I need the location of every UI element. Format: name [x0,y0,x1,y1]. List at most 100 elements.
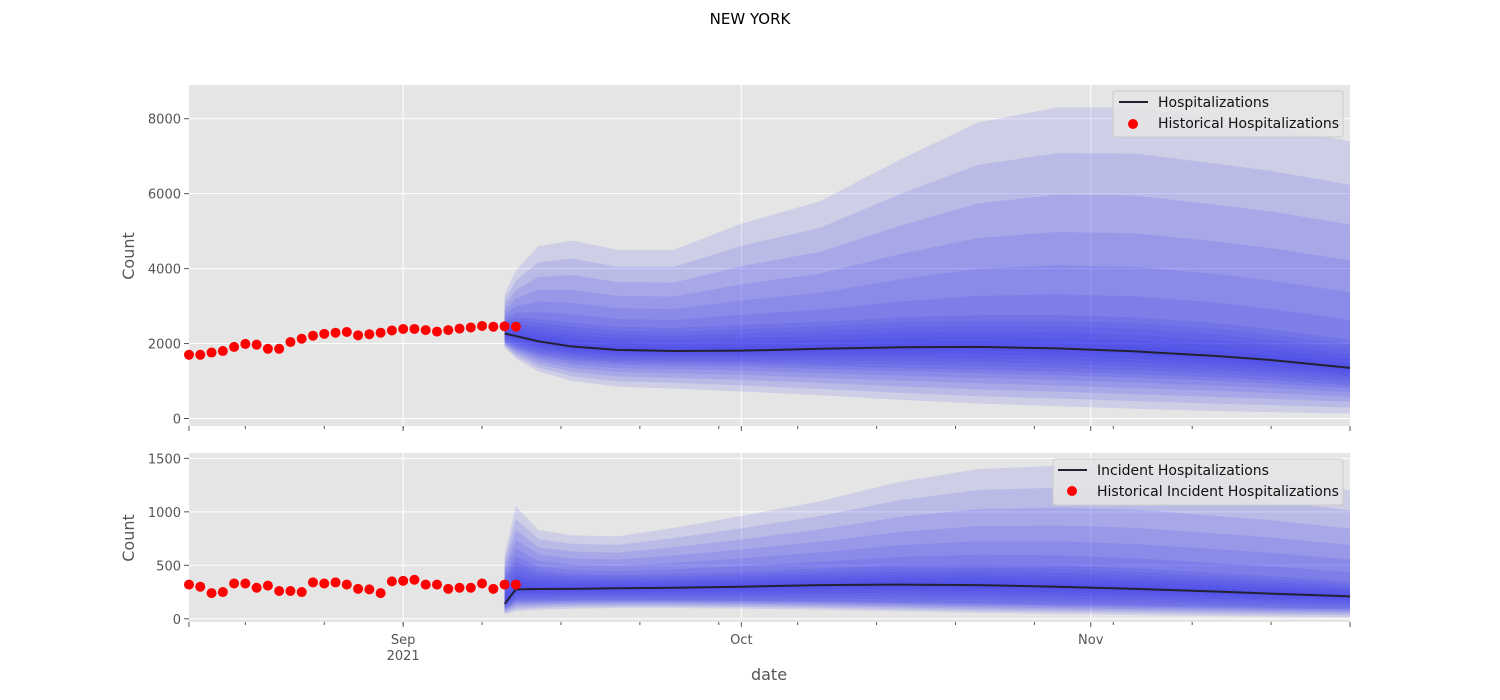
bottom-historical-point [510,579,521,590]
bottom-legend-box [1052,458,1344,506]
bottom-median-line [503,583,1350,605]
bottom-historical-point [184,579,194,590]
top-uncertainty-bands [504,107,1350,414]
x-tick-sublabel: 2021 [387,649,420,664]
top-band-inner [504,329,1350,374]
bottom-historical-point [398,575,409,586]
bottom-ytick-label: 1000 [148,506,181,521]
bottom-x-ticks [188,622,1351,627]
bottom-band-inner [504,571,1350,607]
top-historical-point [499,321,510,332]
top-historical-point [240,338,251,349]
bottom-historical-point [420,579,431,590]
x-axis-label: date [751,665,787,684]
top-ytick-label: 2000 [148,338,181,353]
bottom-band-inner [504,578,1350,606]
top-legend-historical: Historical Hospitalizations [1158,116,1339,132]
top-historical-point [477,320,488,331]
top-historical-point [307,330,318,341]
bottom-historical-point [319,578,330,589]
figure-title: NEW YORK [709,10,791,28]
top-legend-box [1112,90,1344,138]
bottom-historical-point [330,577,341,588]
top-band-outer [504,153,1350,408]
top-band-inner [504,323,1350,380]
bottom-band-outer [504,541,1350,611]
bottom-ytick-label: 500 [156,559,181,574]
top-gridlines [189,85,1350,426]
top-historical-point [184,349,194,360]
top-plot-background [189,85,1350,426]
top-band-inner [504,320,1350,383]
top-ytick-label: 0 [173,413,181,428]
top-historical-point [398,323,409,334]
bottom-historical-point [229,578,240,589]
bottom-historical-point [251,582,262,593]
bottom-historical-point [465,582,476,593]
bottom-historical-point [488,583,499,594]
x-tick-label: Nov [1078,633,1104,648]
bottom-historical-point [499,579,510,590]
top-historical-point [285,337,296,348]
bottom-y-axis-label: Count [119,514,138,562]
bottom-historical-point [431,579,442,590]
top-median-line [504,332,1350,369]
top-ytick-label: 4000 [148,263,181,278]
bottom-band-inner [504,574,1350,606]
bottom-historical-points [184,574,521,599]
top-historical-point [375,327,386,338]
x-tick-label: Sep [391,633,416,648]
top-historical-point [195,349,206,360]
bottom-ytick-label: 1500 [148,452,181,467]
top-historical-points [184,320,521,360]
top-panel: 0 2000 4000 6000 8000 Count Hospitalizations… [119,85,1351,431]
top-legend-hospitalizations: Hospitalizations [1158,95,1269,111]
top-historical-point [443,325,454,336]
bottom-historical-point [375,588,386,599]
bottom-band-outer [504,525,1350,613]
bottom-panel: 0 500 1000 1500 Count Incident Hospitalizat… [119,452,1351,628]
bottom-historical-point [353,583,364,594]
top-historical-point [229,341,240,352]
bottom-legend: Incident Hospitalizations Historical Inc… [1052,458,1344,506]
top-historical-point [488,321,499,332]
top-historical-point [431,326,442,337]
top-historical-point [386,325,397,336]
top-band-inner [504,326,1350,377]
bottom-legend-historical: Historical Incident Hospitalizations [1097,484,1339,500]
bottom-historical-point [206,588,217,599]
top-legend-dot-swatch [1128,119,1138,129]
bottom-ytick-label: 0 [173,613,181,628]
top-historical-point [353,330,364,341]
bottom-historical-point [285,585,296,596]
top-historical-point [409,323,420,334]
top-historical-point [206,347,217,358]
bottom-historical-point [386,576,397,587]
bottom-historical-point [262,580,273,591]
bottom-historical-point [240,578,251,589]
top-historical-point [465,322,476,333]
top-historical-point [296,333,307,344]
top-x-ticks [188,426,1351,431]
top-band-outer [504,294,1350,389]
bottom-band-outer [504,554,1350,610]
top-band-outer [504,265,1350,393]
top-historical-point [364,329,375,340]
bottom-legend-dot-swatch [1067,486,1077,496]
bottom-historical-point [364,584,375,595]
bottom-band-inner [504,566,1350,608]
bottom-historical-point [307,577,318,588]
top-y-axis-label: Count [119,232,138,280]
bottom-gridlines [189,453,1350,622]
bottom-historical-point [341,579,352,590]
bottom-legend-incident: Incident Hospitalizations [1097,463,1269,479]
top-y-ticks: 0 2000 4000 6000 8000 [148,113,189,428]
top-legend: Hospitalizations Historical Hospitalizat… [1112,90,1344,138]
top-historical-point [420,325,431,336]
x-tick-label: Oct [730,633,752,648]
bottom-historical-point [195,581,206,592]
top-band-outer [504,315,1350,386]
top-ytick-label: 8000 [148,113,181,128]
